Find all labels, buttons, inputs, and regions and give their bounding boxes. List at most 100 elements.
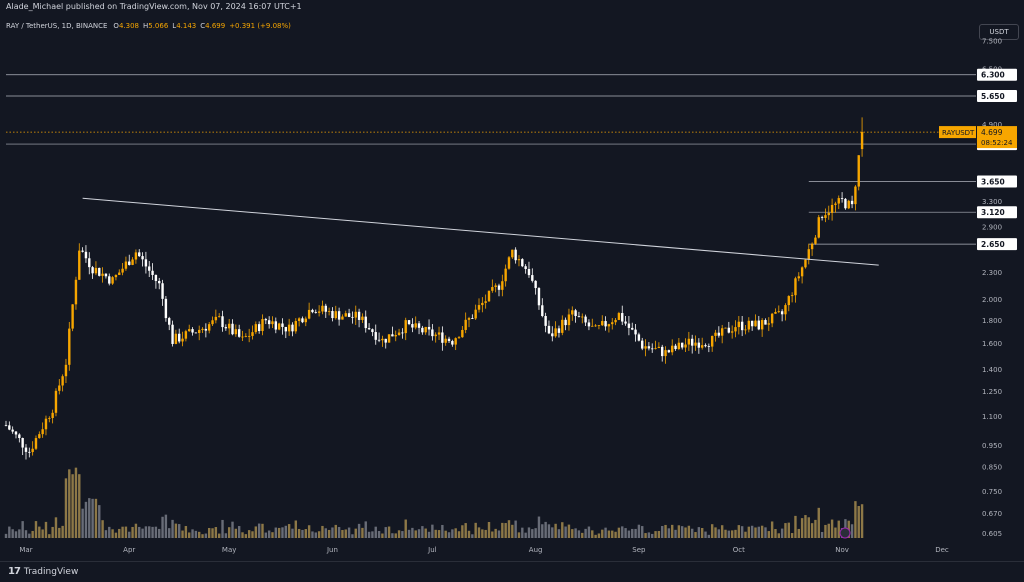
volume-bar — [454, 528, 457, 538]
volume-bar — [417, 529, 421, 538]
candle-body — [257, 324, 261, 332]
candle-body — [277, 323, 281, 330]
volume-bar — [68, 469, 71, 538]
last-price-tag — [977, 126, 1017, 149]
candle-body — [537, 288, 541, 306]
volume-bar — [487, 521, 491, 538]
candle-body — [98, 267, 101, 276]
volume-bar — [51, 526, 54, 538]
volume-bar — [657, 530, 661, 538]
volume-bar — [571, 529, 574, 538]
candle-body — [377, 339, 381, 341]
volume-bar — [88, 498, 91, 538]
candle-body — [411, 324, 414, 328]
volume-bar — [804, 515, 807, 538]
volume-bar — [154, 526, 158, 538]
candle-body — [227, 323, 231, 329]
candle-body — [484, 301, 487, 303]
candle-body — [61, 376, 64, 386]
candle-body — [587, 322, 591, 327]
volume-bar — [451, 529, 454, 538]
candle-body — [234, 329, 238, 335]
candle-body — [757, 320, 761, 330]
candle-body — [524, 266, 527, 270]
currency-selector[interactable]: USDT — [979, 24, 1019, 40]
volume-bar — [331, 527, 334, 538]
volume-bar — [28, 533, 31, 538]
volume-bar — [467, 530, 471, 538]
volume-bar — [377, 531, 381, 538]
candle-body — [544, 315, 547, 326]
volume-bar — [577, 530, 581, 538]
volume-bar — [224, 533, 228, 538]
candle-body — [727, 327, 731, 333]
candle-body — [507, 257, 511, 269]
volume-bar — [374, 526, 377, 538]
candle-body — [334, 311, 337, 319]
candle-body — [141, 256, 144, 260]
candle-body — [387, 334, 391, 343]
candle-body — [854, 186, 857, 205]
candle-body — [337, 311, 341, 320]
candle-body — [171, 324, 174, 344]
candle-body — [740, 321, 744, 331]
volume-bar — [551, 527, 554, 538]
candle-body — [527, 269, 531, 276]
volume-bar — [774, 529, 777, 538]
price-axis-tick: 2.300 — [982, 269, 1002, 277]
volume-bar — [431, 524, 434, 538]
level-tag — [977, 238, 1017, 251]
tradingview-brand[interactable]: 17 TradingView — [8, 566, 78, 577]
candle-body — [78, 250, 81, 280]
candle-body — [191, 329, 194, 333]
time-axis-tick: Jul — [427, 546, 437, 554]
volume-bar — [198, 531, 201, 538]
candle-body — [21, 438, 24, 448]
candle-body — [397, 332, 401, 336]
candle-body — [81, 250, 84, 252]
volume-bar — [81, 508, 84, 538]
volume-bar — [730, 530, 734, 538]
volume-bar — [134, 523, 138, 538]
candle-body — [814, 237, 817, 244]
volume-bar — [501, 522, 504, 538]
volume-bar — [4, 533, 8, 538]
volume-bar — [317, 531, 321, 538]
volume-bar — [364, 521, 367, 538]
candle-body — [514, 249, 517, 261]
candle-body — [694, 342, 697, 346]
volume-bar — [188, 532, 191, 538]
volume-bar — [507, 520, 511, 538]
volume-bar — [281, 527, 284, 538]
candle-body — [317, 311, 321, 313]
volume-bar — [21, 521, 24, 538]
candle-body — [817, 217, 820, 238]
volume-bar — [251, 531, 254, 538]
candle-body — [254, 324, 258, 333]
candle-body — [31, 448, 34, 453]
volume-bar — [477, 527, 481, 538]
volume-bar — [264, 532, 268, 538]
volume-bar — [447, 532, 451, 538]
candle-body — [427, 326, 431, 330]
candle-body — [700, 345, 704, 348]
volume-bar — [84, 501, 88, 538]
volume-bar — [810, 523, 814, 538]
volume-bar — [457, 531, 461, 538]
volume-bar — [148, 526, 151, 538]
candle-body — [461, 329, 464, 338]
volume-bar — [297, 528, 301, 538]
volume-bar — [237, 526, 241, 538]
time-axis-tick: Sep — [632, 546, 646, 554]
candle-body — [184, 331, 188, 339]
candle-body — [517, 259, 521, 261]
candle-body — [311, 309, 314, 313]
symbol-label[interactable]: RAY / TetherUS, 1D, BINANCE — [6, 22, 108, 30]
candle-body — [38, 434, 41, 439]
candle-body — [717, 332, 721, 336]
candle-body — [11, 429, 14, 432]
footer-bar: 17 TradingView — [0, 561, 1024, 582]
candle-body — [804, 259, 807, 268]
candle-body — [118, 272, 121, 275]
